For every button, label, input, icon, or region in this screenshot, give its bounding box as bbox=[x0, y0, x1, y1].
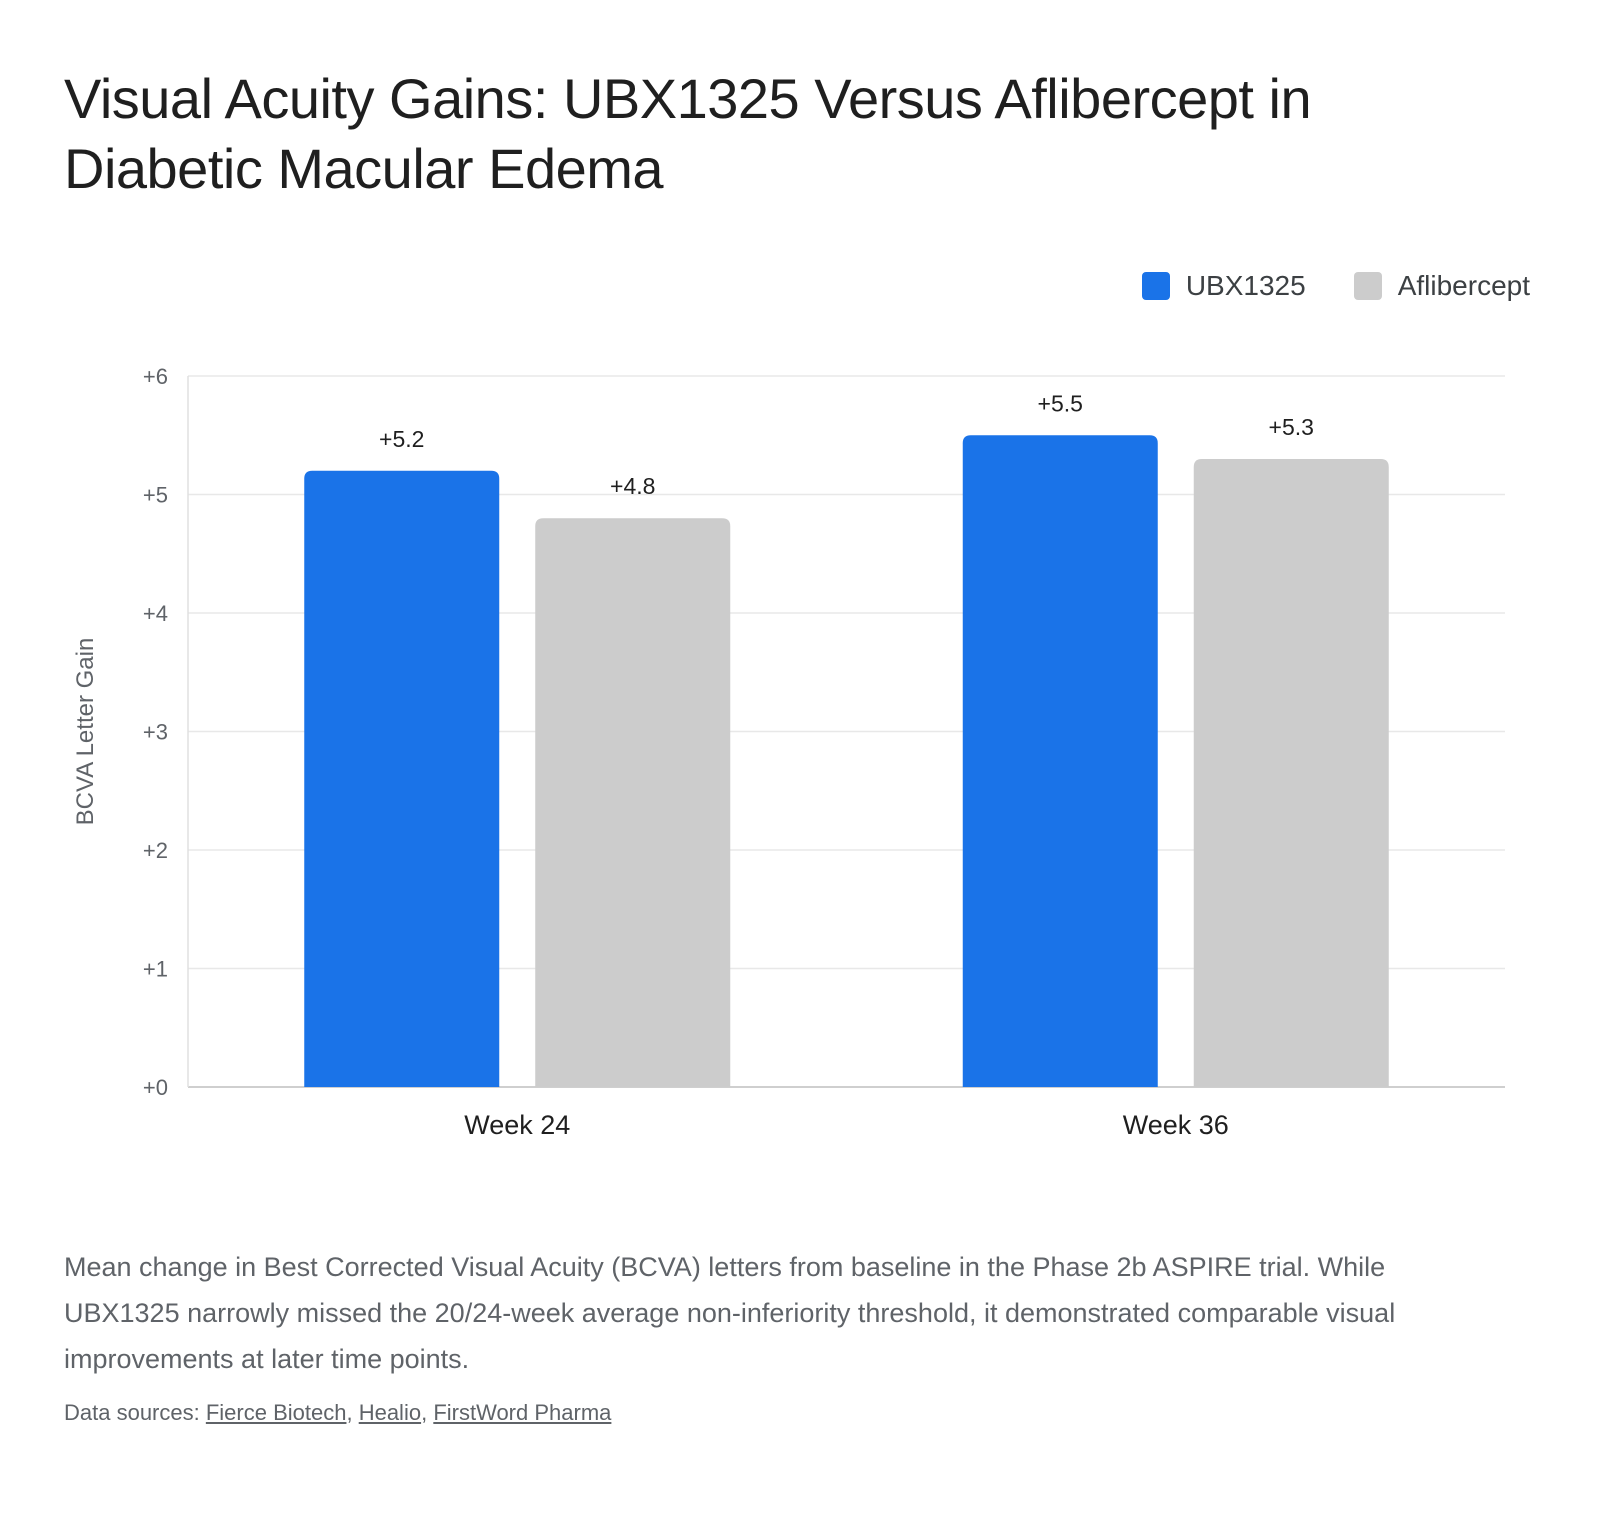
sources-separator: , bbox=[346, 1400, 359, 1425]
x-tick-label: Week 24 bbox=[464, 1110, 570, 1140]
sources-prefix: Data sources: bbox=[64, 1400, 206, 1425]
data-sources: Data sources: Fierce Biotech, Healio, Fi… bbox=[64, 1400, 611, 1426]
y-tick-label: +3 bbox=[143, 720, 168, 745]
legend-swatch-aflibercept bbox=[1353, 272, 1382, 300]
chart-caption: Mean change in Best Corrected Visual Acu… bbox=[64, 1252, 1396, 1374]
y-tick-label: +2 bbox=[143, 838, 168, 863]
data-label: +5.5 bbox=[1038, 390, 1083, 416]
data-label: +5.3 bbox=[1269, 414, 1314, 440]
y-tick-label: +5 bbox=[143, 483, 168, 508]
bar-chart: +0 +1 +2 +3 +4 +5 +6 BCVA Letter Gain +5.2 +4.8 We… bbox=[72, 364, 1505, 1140]
y-tick-label: +4 bbox=[143, 601, 168, 626]
bar-ubx1325-week-36 bbox=[962, 435, 1158, 1087]
bar-ubx1325-week-24 bbox=[304, 470, 500, 1087]
y-tick-label: +6 bbox=[143, 364, 168, 389]
legend-item-ubx1325: UBX1325 bbox=[1141, 270, 1306, 302]
x-tick-label: Week 36 bbox=[1123, 1110, 1229, 1140]
legend-swatch-ubx1325 bbox=[1141, 272, 1170, 300]
legend-label-ubx1325: UBX1325 bbox=[1185, 270, 1306, 301]
source-link-firstword-pharma[interactable]: FirstWord Pharma bbox=[433, 1400, 612, 1425]
sources-separator: , bbox=[421, 1400, 434, 1425]
chart-title: Visual Acuity Gains: UBX1325 Versus Afli… bbox=[64, 67, 1312, 200]
source-link-fierce-biotech[interactable]: Fierce Biotech bbox=[205, 1400, 347, 1425]
y-axis-title: BCVA Letter Gain bbox=[72, 638, 99, 826]
data-label: +5.2 bbox=[379, 426, 424, 452]
y-tick-label: +0 bbox=[143, 1075, 168, 1100]
source-link-healio[interactable]: Healio bbox=[358, 1400, 422, 1425]
legend-label-aflibercept: Aflibercept bbox=[1397, 270, 1530, 301]
bar-aflibercept-week-36 bbox=[1193, 458, 1389, 1087]
bar-aflibercept-week-24 bbox=[535, 518, 731, 1087]
legend-item-aflibercept: Aflibercept bbox=[1353, 270, 1530, 302]
data-label: +4.8 bbox=[610, 473, 655, 499]
chart-legend: UBX1325 Aflibercept bbox=[1141, 270, 1530, 302]
y-tick-label: +1 bbox=[143, 957, 168, 982]
